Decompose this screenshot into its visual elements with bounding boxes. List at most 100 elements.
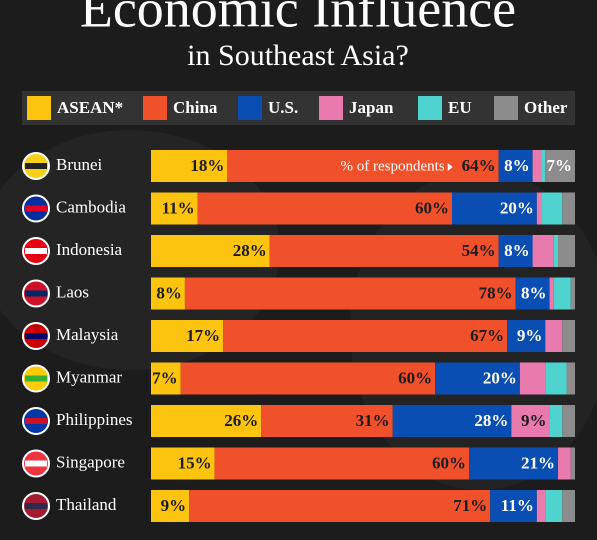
plot: Brunei 18% 64% 8% 7% Cambodia 11% 60% 20% Indones… <box>22 150 575 522</box>
bar-segment <box>553 277 571 310</box>
flag-stripe <box>25 248 47 254</box>
value-label: 60% <box>398 368 432 387</box>
value-label: 31% <box>356 411 390 430</box>
category-label: Myanmar <box>56 367 122 386</box>
value-label: 9% <box>161 496 187 515</box>
bar-segment <box>511 405 550 437</box>
map-shape <box>0 130 280 370</box>
bar-segment <box>151 235 270 267</box>
bar-segment <box>562 320 575 352</box>
bar-segment <box>214 447 469 480</box>
bar-segment <box>151 192 198 225</box>
flag-stripe <box>25 375 47 382</box>
bar-segment <box>549 405 563 437</box>
flag-stripe <box>25 205 47 212</box>
legend-swatch <box>319 96 343 120</box>
value-label: 20% <box>500 198 534 217</box>
legend-swatch <box>238 96 262 120</box>
bar-segment <box>151 405 262 437</box>
value-label: 7% <box>152 368 178 387</box>
value-label: 28% <box>474 411 508 430</box>
value-label: 26% <box>224 411 258 430</box>
value-label: 9% <box>517 326 543 345</box>
category-label: Philippines <box>56 410 133 429</box>
value-label: 8% <box>156 283 182 302</box>
bar-segment <box>151 150 228 182</box>
bar-segment <box>558 235 575 267</box>
legend-label: U.S. <box>268 98 298 117</box>
value-label: 8% <box>504 156 530 175</box>
bar-segment <box>545 362 567 395</box>
legend-label: ASEAN* <box>57 98 123 117</box>
value-label: 21% <box>521 453 555 472</box>
value-label: 54% <box>462 241 496 260</box>
value-label: 71% <box>453 496 487 515</box>
bar-segment <box>269 235 499 267</box>
flag-stripe <box>25 460 47 467</box>
legend-label: Japan <box>349 98 394 117</box>
bar-segment <box>498 235 533 267</box>
bar-segment <box>562 405 575 437</box>
bar-segment <box>545 150 575 182</box>
value-label: 8% <box>521 283 547 302</box>
category-label: Malaysia <box>56 325 119 344</box>
flag-stripe <box>25 418 47 424</box>
bar-segment <box>566 362 575 395</box>
bar-segment <box>570 447 575 480</box>
bar-segment <box>151 490 190 522</box>
category-label: Laos <box>56 282 89 301</box>
value-label: 7% <box>547 156 573 175</box>
flag-stripe <box>25 503 47 509</box>
chart-subtitle: in Southeast Asia? <box>187 39 409 72</box>
legend-label: Other <box>524 98 568 117</box>
bar-segment <box>197 192 453 225</box>
bar-segment <box>507 320 546 352</box>
annotation-arrow <box>447 163 453 171</box>
legend-swatch <box>494 96 518 120</box>
legend: ASEAN* China U.S. Japan EU Other <box>27 96 568 120</box>
category-label: Thailand <box>56 495 117 514</box>
bar-segment <box>541 150 546 182</box>
bar-segment <box>490 490 537 522</box>
category-label: Cambodia <box>56 197 126 216</box>
bar-segment <box>151 320 224 352</box>
category-label: Singapore <box>56 452 125 471</box>
bar-segment <box>532 235 554 267</box>
value-label: 78% <box>479 283 513 302</box>
value-label: 60% <box>432 453 466 472</box>
bar-segment <box>562 192 575 225</box>
bar-segment <box>558 447 571 480</box>
legend-swatch <box>418 96 442 120</box>
bar-segment <box>469 447 559 480</box>
value-label: 28% <box>233 241 267 260</box>
bar-segment <box>536 192 542 225</box>
flag-stripe <box>25 290 47 297</box>
value-label: 9% <box>521 411 547 430</box>
bar-segment <box>189 490 491 522</box>
value-label: 64% <box>462 156 496 175</box>
bar-segment <box>519 362 546 395</box>
bar-segment <box>562 490 575 522</box>
bar-segment <box>261 405 393 437</box>
annotation: % of respondents <box>341 158 445 174</box>
category-label: Brunei <box>56 155 103 174</box>
legend-swatch <box>143 96 167 120</box>
bar-segment <box>532 150 542 182</box>
bar-segment <box>553 235 559 267</box>
value-label: 67% <box>470 326 504 345</box>
category-label: Indonesia <box>56 240 123 259</box>
value-label: 20% <box>483 368 517 387</box>
bar-segment <box>498 150 533 182</box>
value-label: 8% <box>504 241 530 260</box>
value-label: 11% <box>501 496 534 515</box>
bar-segment <box>392 405 512 437</box>
flag-stripe <box>25 333 47 339</box>
value-label: 17% <box>186 326 220 345</box>
legend-swatch <box>27 96 51 120</box>
bar-segment <box>452 192 537 225</box>
bar-segment <box>151 277 185 310</box>
chart-title: Economic Influence <box>80 0 516 38</box>
bar-segment <box>549 277 554 310</box>
bar-segment <box>545 490 563 522</box>
bar-segment <box>180 362 436 395</box>
